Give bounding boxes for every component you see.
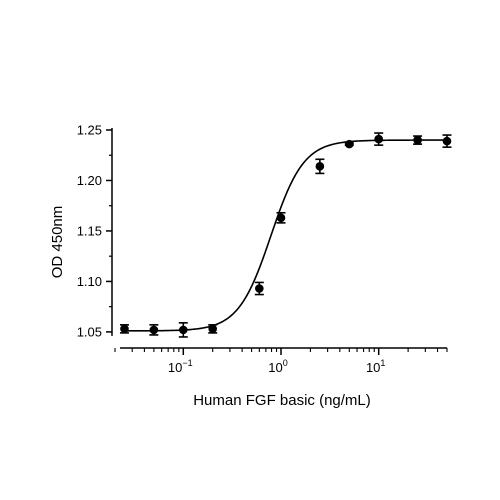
x-tick-label: 100 xyxy=(268,358,287,375)
data-point-group xyxy=(442,134,452,148)
x-tick-label: 101 xyxy=(366,358,385,375)
data-point-group xyxy=(315,158,325,175)
data-point xyxy=(413,135,422,145)
y-tick-label: 1.20 xyxy=(77,173,102,188)
data-point-group xyxy=(374,132,384,146)
y-tick-label: 1.05 xyxy=(77,324,102,339)
y-tick-label: 1.25 xyxy=(77,123,102,138)
data-point-group xyxy=(119,324,129,334)
data-point xyxy=(276,213,286,223)
x-axis-title: Human FGF basic (ng/mL) xyxy=(193,392,371,409)
data-point xyxy=(120,324,129,334)
data-point xyxy=(149,325,159,335)
data-point xyxy=(178,325,188,335)
y-axis-ticks: 1.05 1.10 1.15 1.20 1.25 xyxy=(77,123,112,339)
data-points xyxy=(119,132,452,338)
data-point-group xyxy=(413,135,423,145)
data-point xyxy=(208,324,218,334)
data-point-group xyxy=(276,211,286,224)
x-tick-label: 10−1 xyxy=(168,358,193,375)
axes xyxy=(111,128,447,349)
data-point xyxy=(315,162,325,171)
data-point xyxy=(344,139,354,149)
y-tick-label: 1.10 xyxy=(77,274,102,289)
data-point-group xyxy=(208,324,218,334)
data-point xyxy=(442,136,452,146)
fit-curve xyxy=(124,139,447,332)
data-point-group xyxy=(344,139,354,149)
y-axis-title: OD 450nm xyxy=(49,206,66,279)
data-point-group xyxy=(178,322,188,338)
data-point-group xyxy=(149,324,159,336)
x-axis-ticks: 10−1 100 101 xyxy=(114,348,448,375)
data-point-group xyxy=(254,281,264,296)
y-tick-label: 1.15 xyxy=(77,223,102,238)
data-point xyxy=(255,284,264,293)
data-point xyxy=(374,134,384,144)
